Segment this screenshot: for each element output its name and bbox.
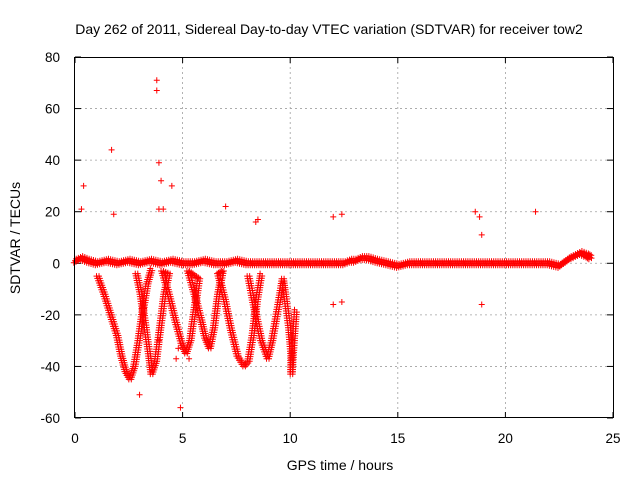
data-point: [478, 231, 485, 238]
data-point: [110, 211, 117, 218]
data-point: [136, 391, 143, 398]
data-point: [153, 87, 160, 94]
data-point: [585, 256, 592, 263]
data-point: [155, 159, 162, 166]
plot-frame: [74, 57, 614, 418]
y-axis-label: SDTVAR / TECUs: [7, 182, 23, 294]
data-point: [257, 270, 264, 277]
x-tick-label: 10: [283, 431, 298, 446]
data-point: [338, 298, 345, 305]
data-point: [147, 265, 154, 272]
data-point: [153, 77, 160, 84]
data-point: [254, 216, 261, 223]
x-tick-label: 25: [605, 431, 620, 446]
data-point: [478, 301, 485, 308]
data-point: [291, 306, 298, 313]
y-tick-label: 0: [52, 256, 60, 271]
x-tick-label: 20: [498, 431, 513, 446]
data-points: [70, 77, 595, 411]
data-point: [160, 206, 167, 213]
data-point: [80, 182, 87, 189]
data-point: [168, 182, 175, 189]
x-tick-label: 5: [179, 431, 187, 446]
data-point: [158, 177, 165, 184]
x-tick-label: 0: [71, 431, 79, 446]
y-tick-label: -40: [40, 359, 60, 374]
y-tick-label: 60: [45, 102, 60, 117]
data-point: [532, 208, 539, 215]
data-point: [155, 337, 162, 344]
tick-labels: 0 5 10 15 20 25 -60 -40 -20 0 20 40 60 80: [40, 50, 620, 446]
x-tick-label: 15: [390, 431, 405, 446]
data-point: [330, 301, 337, 308]
y-tick-label: -60: [40, 411, 60, 426]
chart-title: Day 262 of 2011, Sidereal Day-to-day VTE…: [75, 21, 583, 37]
data-point: [330, 213, 337, 220]
data-point: [177, 404, 184, 411]
y-tick-label: 80: [45, 50, 60, 65]
data-point: [186, 355, 193, 362]
y-tick-label: -20: [40, 308, 60, 323]
data-point: [175, 345, 182, 352]
data-point: [108, 146, 115, 153]
data-point: [173, 355, 180, 362]
data-point: [476, 213, 483, 220]
data-point: [472, 208, 479, 215]
data-point: [222, 203, 229, 210]
y-tick-label: 40: [45, 153, 60, 168]
data-point: [78, 206, 85, 213]
data-point: [217, 269, 224, 276]
data-point: [338, 211, 345, 218]
y-tick-label: 20: [45, 205, 60, 220]
data-point: [588, 255, 595, 262]
x-axis-label: GPS time / hours: [287, 457, 394, 473]
